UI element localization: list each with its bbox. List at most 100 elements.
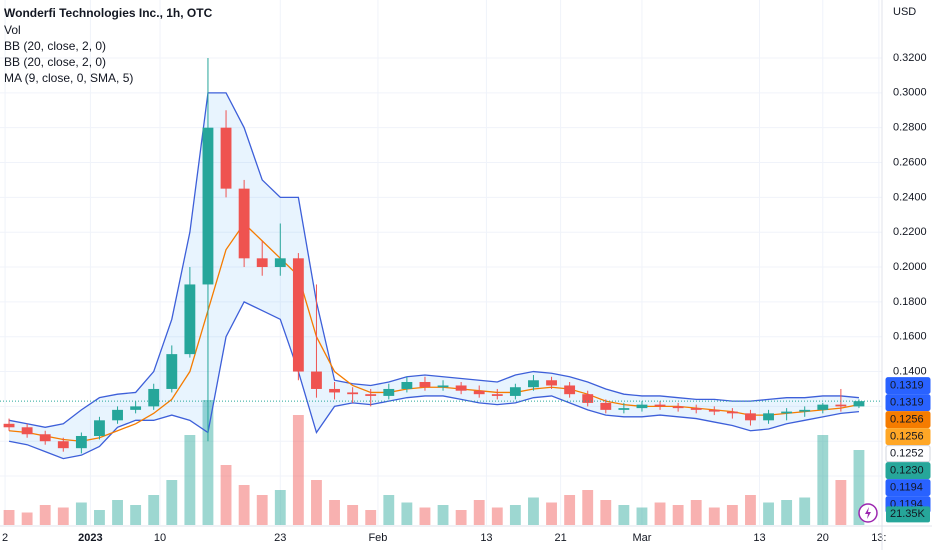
volume-bar [148,495,160,525]
candle-body [437,385,449,388]
price-label-box [885,428,931,446]
volume-bar [528,497,539,525]
candle-body [75,435,87,449]
candle-body [21,427,33,435]
x-tick-label: 2 [2,532,8,544]
indicator-label: BB (20, close, 2, 0) [4,55,106,69]
volume-bar [582,490,594,525]
volume-bar [672,505,684,525]
price-label: 0.1194 [890,482,923,494]
candle-body [509,387,521,396]
candle-body [220,127,232,189]
candle-body [708,409,720,412]
volume-bar [39,505,51,525]
volume-bar [473,500,485,525]
y-tick-label: 0.2600 [893,156,927,168]
volume-bar [383,495,395,525]
volume-bar [21,512,33,525]
indicator-label: Vol [4,23,21,37]
candle-body [57,441,69,449]
indicator-label: MA (9, close, 0, SMA, 5) [4,71,133,85]
volume-bar [238,485,250,525]
volume-bar [256,495,268,525]
candle-body [564,385,576,395]
currency-label: USD [893,6,916,18]
volume-bar [202,400,214,525]
price-label: 0.1319 [890,380,924,392]
candle-body [419,381,431,388]
x-tick-label: 23 [274,532,286,544]
x-tick-label: 13: [871,532,886,544]
candle-body [672,406,684,409]
x-tick-label: Mar [632,532,651,544]
y-tick-label: 0.2000 [893,261,927,273]
x-tick-label: 13 [480,532,492,544]
price-label-box [885,479,931,497]
volume-bar [57,507,69,525]
candle-body [184,284,196,355]
volume-bar [726,505,738,525]
candle-body [347,392,359,395]
candle-body [582,394,594,403]
volume-bar [600,500,612,525]
volume-bar [112,500,123,525]
volume-bar [220,465,232,525]
candle-body [148,388,160,407]
candle-body [654,404,666,407]
x-tick-label: 21 [554,532,566,544]
volume-bar [835,480,847,525]
indicator-label: BB (20, close, 2, 0) [4,39,106,53]
candle-body [274,258,286,268]
candles [0,58,882,454]
price-label: 0.1256 [890,414,924,426]
volume-bar [455,510,467,525]
volume-bar [654,502,666,525]
volume-bar [166,480,178,525]
volume-bar [437,505,449,525]
volume-bar [799,497,811,525]
volume-bar [274,490,286,525]
x-tick-label: 20 [817,532,829,544]
volume-bar [491,507,503,525]
candle-body [256,258,268,268]
volume-bar [636,507,648,525]
candle-body [618,408,630,410]
volume-bar [3,510,15,525]
candle-body [690,408,702,410]
bb-lower-line [8,301,860,460]
price-axis: 0.08000.10000.12000.14000.16000.18000.20… [2,52,931,544]
y-tick-label: 0.2400 [893,191,927,203]
price-label-box [885,377,931,395]
price-label-box [885,445,931,463]
candle-body [528,380,539,388]
volume-bar [365,510,377,525]
volume-bar [745,495,756,525]
candle-body [238,188,250,259]
bb-upper-line [8,92,860,428]
y-tick-label: 0.1800 [893,296,927,308]
candle-body [636,404,648,409]
candle-body [835,404,847,407]
volume-pane [3,400,865,525]
volume-bar [311,480,322,525]
price-label: 0.1252 [890,448,924,460]
volume-bar [781,500,793,525]
grid [0,0,882,525]
price-label-box [885,411,931,429]
candle-body [853,401,865,407]
candle-body [94,420,105,436]
volume-bar [708,507,720,525]
price-label: 0.1230 [890,465,924,477]
volume-bar [546,502,557,525]
volume-label-box [886,506,930,523]
candle-body [726,411,738,414]
alert-icon-bolt [865,507,871,519]
y-tick-label: 0.3200 [893,52,927,64]
candle-body [365,394,377,396]
volume-bar [817,435,829,525]
candle-body [311,371,322,389]
volume-bar [347,505,359,525]
candle-body [329,388,340,393]
